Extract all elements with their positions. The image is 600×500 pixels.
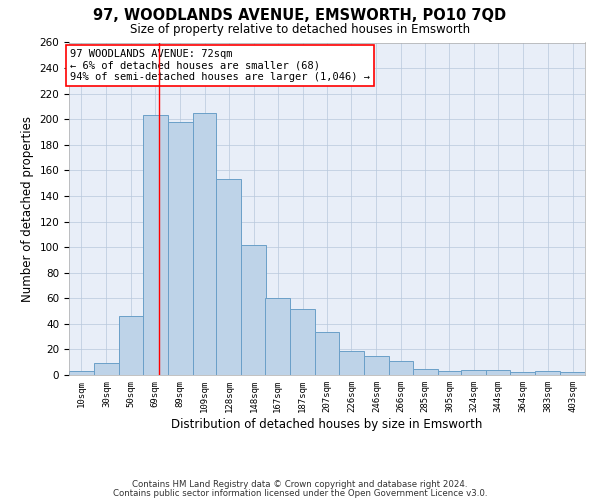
Text: Size of property relative to detached houses in Emsworth: Size of property relative to detached ho… bbox=[130, 22, 470, 36]
Bar bbox=[315, 332, 339, 375]
Bar bbox=[389, 361, 413, 375]
Bar bbox=[217, 180, 241, 375]
Bar bbox=[510, 372, 535, 375]
Bar bbox=[168, 122, 193, 375]
Bar bbox=[486, 370, 510, 375]
Bar bbox=[535, 371, 560, 375]
Bar bbox=[69, 371, 94, 375]
X-axis label: Distribution of detached houses by size in Emsworth: Distribution of detached houses by size … bbox=[172, 418, 482, 430]
Bar bbox=[413, 368, 437, 375]
Bar bbox=[339, 350, 364, 375]
Bar bbox=[560, 372, 585, 375]
Bar bbox=[461, 370, 486, 375]
Bar bbox=[193, 113, 217, 375]
Bar bbox=[437, 371, 461, 375]
Bar bbox=[143, 116, 168, 375]
Bar bbox=[94, 364, 119, 375]
Bar bbox=[119, 316, 143, 375]
Text: 97, WOODLANDS AVENUE, EMSWORTH, PO10 7QD: 97, WOODLANDS AVENUE, EMSWORTH, PO10 7QD bbox=[94, 8, 506, 22]
Bar bbox=[290, 308, 315, 375]
Text: Contains public sector information licensed under the Open Government Licence v3: Contains public sector information licen… bbox=[113, 488, 487, 498]
Y-axis label: Number of detached properties: Number of detached properties bbox=[21, 116, 34, 302]
Text: 97 WOODLANDS AVENUE: 72sqm
← 6% of detached houses are smaller (68)
94% of semi-: 97 WOODLANDS AVENUE: 72sqm ← 6% of detac… bbox=[70, 49, 370, 82]
Text: Contains HM Land Registry data © Crown copyright and database right 2024.: Contains HM Land Registry data © Crown c… bbox=[132, 480, 468, 489]
Bar bbox=[265, 298, 290, 375]
Bar bbox=[241, 244, 266, 375]
Bar bbox=[364, 356, 389, 375]
